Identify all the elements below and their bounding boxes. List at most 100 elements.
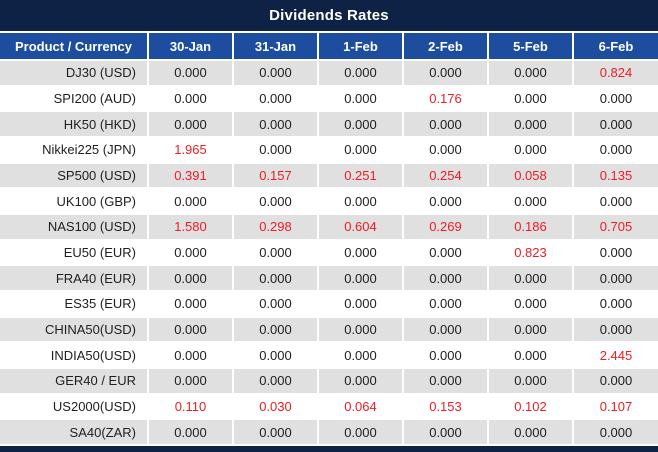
dividend-value: 0.251 — [317, 161, 404, 190]
dividend-value: 0.000 — [232, 264, 319, 292]
dividend-value: 0.000 — [317, 289, 404, 318]
dividend-value: 0.000 — [487, 418, 574, 446]
column-header-product: Product / Currency — [0, 31, 149, 61]
dividend-value: 0.000 — [487, 341, 574, 369]
dividend-value: 0.000 — [402, 135, 489, 164]
table-row: FRA40 (EUR) 0.000 0.000 0.000 0.000 0.00… — [0, 264, 658, 292]
dividend-value: 0.000 — [317, 84, 404, 113]
page-title: Dividends Rates — [269, 7, 389, 24]
dividend-value: 0.000 — [147, 289, 234, 318]
dividend-value: 0.000 — [147, 59, 234, 87]
column-header-date-1: 30-Jan — [147, 31, 234, 61]
product-label: US2000(USD) — [0, 392, 149, 421]
dividend-value: 0.000 — [572, 84, 658, 113]
dividend-value: 0.000 — [147, 238, 234, 267]
product-label: FRA40 (EUR) — [0, 264, 149, 292]
dividend-value: 0.000 — [317, 315, 404, 344]
product-label: Nikkei225 (JPN) — [0, 135, 149, 164]
dividend-value: 0.000 — [317, 366, 404, 395]
table-row: HK50 (HKD) 0.000 0.000 0.000 0.000 0.000… — [0, 110, 658, 138]
dividend-value: 0.000 — [402, 110, 489, 138]
dividend-value: 0.058 — [487, 161, 574, 190]
product-label: EU50 (EUR) — [0, 238, 149, 267]
dividend-value: 0.000 — [402, 418, 489, 446]
dividend-value: 0.000 — [317, 341, 404, 369]
dividend-value: 0.000 — [487, 264, 574, 292]
dividend-value: 0.000 — [147, 418, 234, 446]
dividend-value: 0.000 — [487, 110, 574, 138]
table-row: ES35 (EUR) 0.000 0.000 0.000 0.000 0.000… — [0, 289, 658, 318]
dividend-value: 0.000 — [232, 84, 319, 113]
dividend-value: 0.000 — [317, 59, 404, 87]
column-header-date-5: 5-Feb — [487, 31, 574, 61]
dividend-value: 0.064 — [317, 392, 404, 421]
product-label: UK100 (GBP) — [0, 187, 149, 215]
dividend-value: 0.000 — [232, 418, 319, 446]
dividends-table: Product / Currency 30-Jan 31-Jan 1-Feb 2… — [0, 31, 658, 446]
dividend-value: 0.000 — [147, 84, 234, 113]
dividend-value: 0.000 — [232, 238, 319, 267]
dividend-value: 0.000 — [147, 187, 234, 215]
column-header-date-4: 2-Feb — [402, 31, 489, 61]
dividend-value: 0.000 — [232, 135, 319, 164]
title-bar: Dividends Rates — [0, 0, 658, 31]
dividend-value: 0.000 — [232, 289, 319, 318]
dividend-value: 0.000 — [487, 366, 574, 395]
product-label: SP500 (USD) — [0, 161, 149, 190]
dividend-value: 1.580 — [147, 212, 234, 241]
dividend-value: 0.000 — [147, 264, 234, 292]
dividend-value: 0.030 — [232, 392, 319, 421]
product-label: CHINA50(USD) — [0, 315, 149, 344]
dividend-value: 0.824 — [572, 59, 658, 87]
dividend-value: 0.000 — [317, 187, 404, 215]
dividend-value: 0.604 — [317, 212, 404, 241]
dividend-value: 0.000 — [487, 59, 574, 87]
dividend-value: 0.000 — [232, 366, 319, 395]
dividend-value: 0.000 — [317, 110, 404, 138]
dividend-value: 0.135 — [572, 161, 658, 190]
dividend-value: 0.000 — [402, 289, 489, 318]
dividend-value: 0.000 — [232, 110, 319, 138]
dividend-value: 0.000 — [317, 264, 404, 292]
table-row: GER40 / EUR 0.000 0.000 0.000 0.000 0.00… — [0, 366, 658, 395]
dividend-value: 0.269 — [402, 212, 489, 241]
table-row: INDIA50(USD) 0.000 0.000 0.000 0.000 0.0… — [0, 341, 658, 369]
dividend-value: 0.000 — [487, 84, 574, 113]
product-label: HK50 (HKD) — [0, 110, 149, 138]
table-row: UK100 (GBP) 0.000 0.000 0.000 0.000 0.00… — [0, 187, 658, 215]
dividend-value: 1.965 — [147, 135, 234, 164]
product-label: SPI200 (AUD) — [0, 84, 149, 113]
bottom-bar — [0, 446, 658, 452]
product-label: SA40(ZAR) — [0, 418, 149, 446]
dividend-value: 0.000 — [572, 418, 658, 446]
dividend-value: 0.110 — [147, 392, 234, 421]
dividend-value: 0.391 — [147, 161, 234, 190]
table-row: US2000(USD) 0.110 0.030 0.064 0.153 0.10… — [0, 392, 658, 421]
table-row: NAS100 (USD) 1.580 0.298 0.604 0.269 0.1… — [0, 212, 658, 241]
dividend-value: 0.000 — [487, 187, 574, 215]
dividend-value: 0.000 — [317, 135, 404, 164]
dividend-value: 0.000 — [572, 264, 658, 292]
dividend-value: 0.153 — [402, 392, 489, 421]
dividend-value: 0.000 — [147, 341, 234, 369]
dividend-value: 0.000 — [487, 315, 574, 344]
product-label: INDIA50(USD) — [0, 341, 149, 369]
dividend-value: 0.176 — [402, 84, 489, 113]
product-label: GER40 / EUR — [0, 366, 149, 395]
dividend-value: 0.000 — [317, 238, 404, 267]
dividend-value: 0.000 — [572, 315, 658, 344]
dividend-value: 0.000 — [402, 59, 489, 87]
dividend-value: 0.107 — [572, 392, 658, 421]
dividend-value: 0.000 — [232, 187, 319, 215]
dividend-value: 0.000 — [572, 187, 658, 215]
dividend-value: 0.000 — [147, 366, 234, 395]
dividend-value: 0.000 — [317, 418, 404, 446]
product-label: DJ30 (USD) — [0, 59, 149, 87]
dividend-value: 0.823 — [487, 238, 574, 267]
dividend-value: 0.000 — [572, 289, 658, 318]
dividend-value: 0.000 — [402, 315, 489, 344]
dividend-value: 0.102 — [487, 392, 574, 421]
table-row: Nikkei225 (JPN) 1.965 0.000 0.000 0.000 … — [0, 135, 658, 164]
dividend-value: 0.186 — [487, 212, 574, 241]
